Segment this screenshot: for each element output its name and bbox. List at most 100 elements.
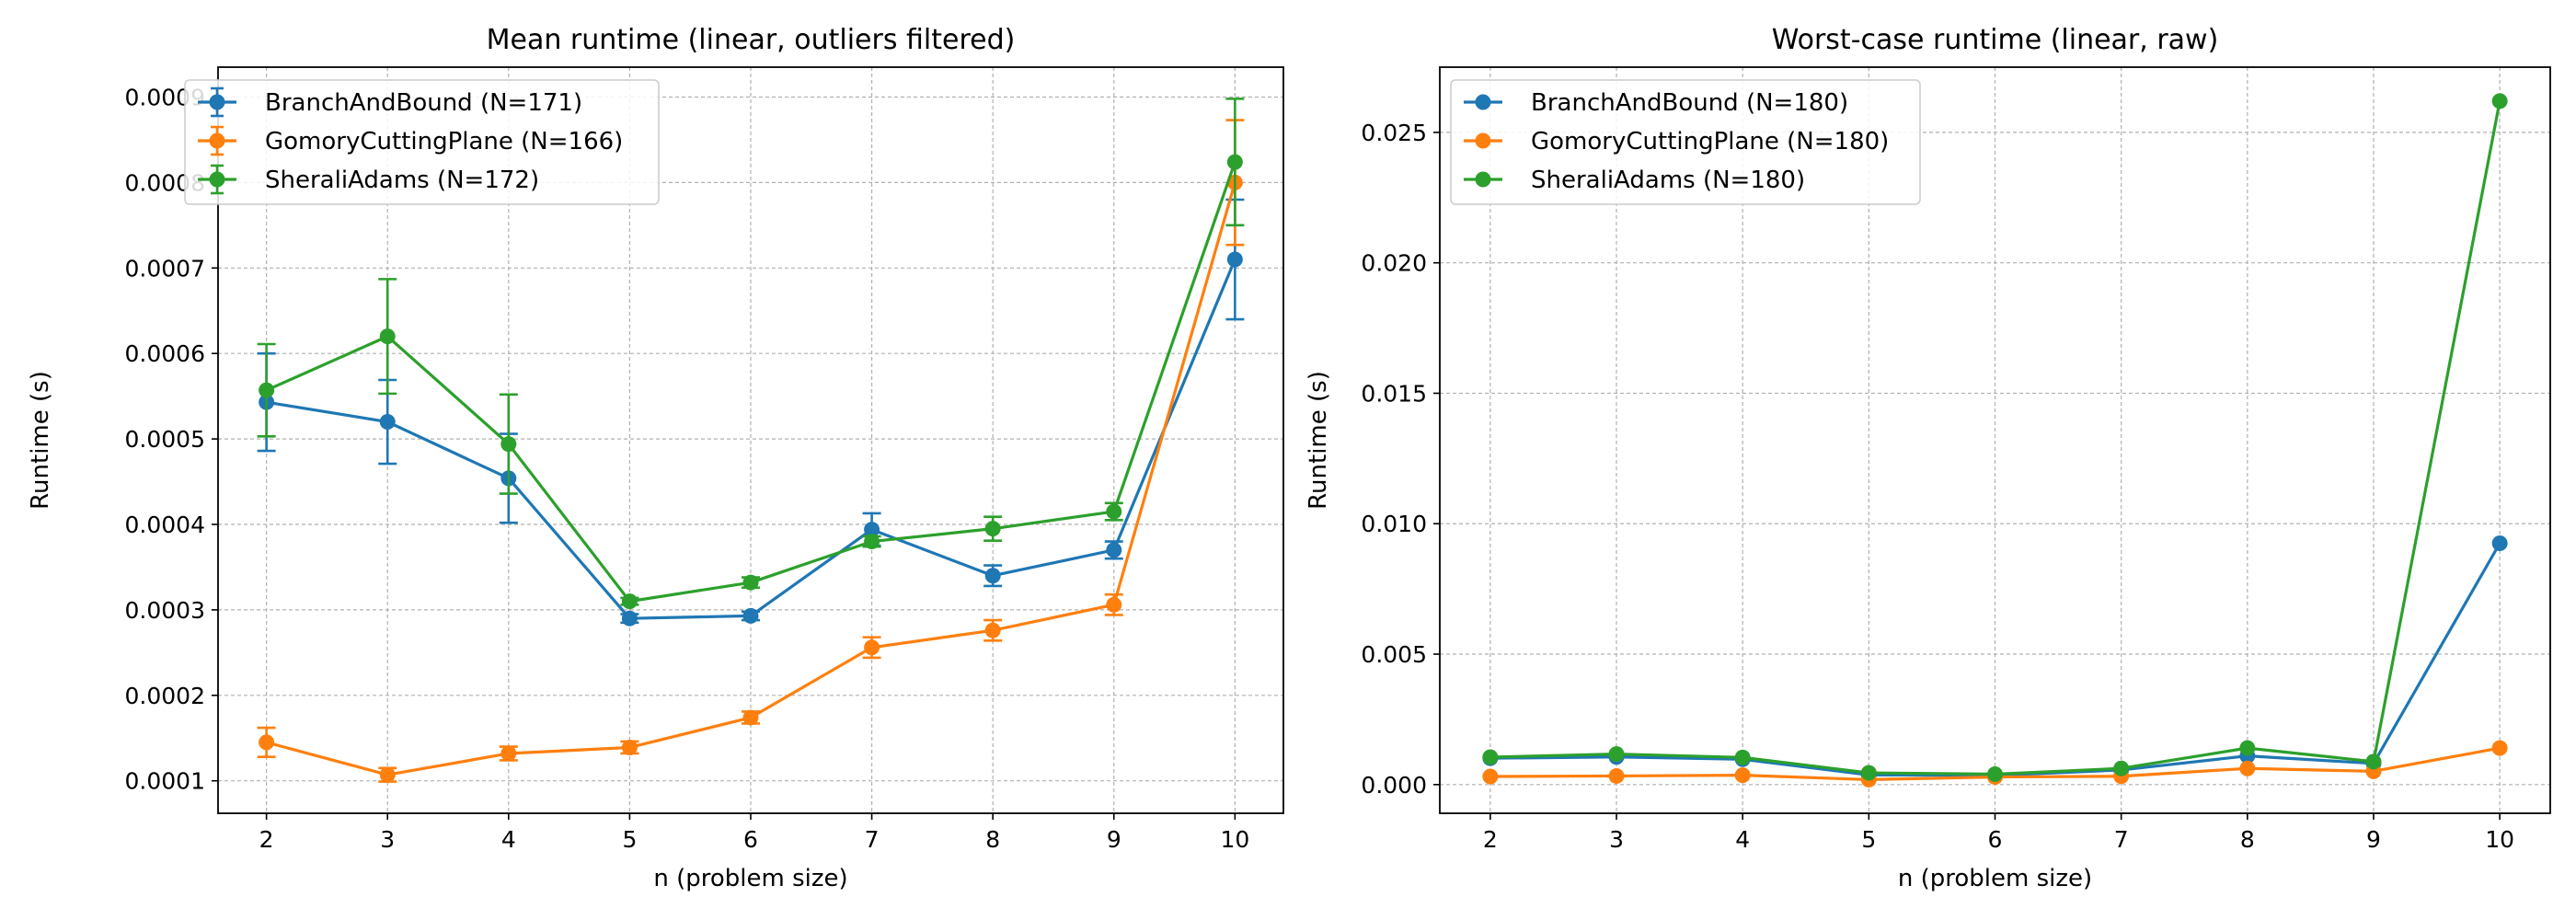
legend: BranchAndBound (N=171) GomoryCuttingPlane… bbox=[184, 79, 660, 205]
legend-item: SheraliAdams (N=180) bbox=[1464, 167, 1805, 194]
x-tick-label: 6 bbox=[1988, 826, 2003, 853]
legend-label: SheraliAdams (N=172) bbox=[265, 167, 539, 194]
x-tick-label: 8 bbox=[985, 826, 1000, 853]
data-point bbox=[621, 593, 638, 610]
y-tick-label: 0.020 bbox=[1361, 250, 1427, 277]
data-point bbox=[984, 521, 1001, 537]
y-axis-label: Runtime (s) bbox=[1305, 371, 1332, 510]
legend-label: GomoryCuttingPlane (N=166) bbox=[265, 128, 623, 155]
legend-item: BranchAndBound (N=171) bbox=[198, 86, 582, 118]
x-tick-label: 5 bbox=[622, 826, 637, 853]
data-point bbox=[742, 709, 759, 726]
x-tick-label: 3 bbox=[1609, 826, 1624, 853]
y-tick-label: 0.0007 bbox=[125, 255, 205, 282]
axes-frame bbox=[217, 66, 1284, 814]
data-point bbox=[1482, 749, 1499, 765]
y-tick-label: 0.0002 bbox=[125, 683, 205, 709]
data-point bbox=[742, 607, 759, 624]
legend: BranchAndBound (N=180) GomoryCuttingPlane… bbox=[1450, 79, 1921, 205]
legend-item: GomoryCuttingPlane (N=180) bbox=[1464, 128, 1889, 155]
x-tick-label: 7 bbox=[865, 826, 880, 853]
data-point bbox=[864, 534, 880, 550]
chart-title: Worst-case runtime (linear, raw) bbox=[1772, 24, 2219, 56]
y-tick-label: 0.0005 bbox=[125, 426, 205, 453]
data-point bbox=[1608, 767, 1625, 784]
chart-panel-1: 2 3 4 5 6 7 8 9 10 0.0001 0.0002 0.0003 0.0004 0.0005… bbox=[27, 24, 1284, 892]
data-point bbox=[984, 568, 1001, 584]
x-tick-label: 9 bbox=[1107, 826, 1121, 853]
data-point bbox=[379, 766, 396, 783]
legend-box bbox=[1450, 79, 1921, 205]
data-point bbox=[1226, 251, 1243, 268]
x-tick-label: 2 bbox=[1483, 826, 1498, 853]
data-point bbox=[621, 739, 638, 755]
x-tick-label: 9 bbox=[2366, 826, 2381, 853]
x-axis-label: n (problem size) bbox=[653, 865, 847, 892]
data-point bbox=[984, 622, 1001, 638]
data-point bbox=[259, 734, 275, 751]
legend-swatch-marker bbox=[1475, 171, 1491, 188]
x-tick-label: 8 bbox=[2240, 826, 2255, 853]
y-axis-label: Runtime (s) bbox=[27, 371, 54, 510]
x-tick-label: 4 bbox=[501, 826, 516, 853]
x-tick-label: 6 bbox=[743, 826, 758, 853]
data-point bbox=[1734, 749, 1751, 765]
data-point bbox=[1226, 154, 1243, 170]
data-point bbox=[2239, 760, 2256, 776]
legend-box bbox=[184, 79, 660, 205]
legend-item: BranchAndBound (N=180) bbox=[1464, 89, 1848, 117]
x-tick-label: 2 bbox=[259, 826, 274, 853]
data-point bbox=[1987, 765, 2003, 782]
data-point bbox=[864, 522, 880, 538]
chart-title: Mean runtime (linear, outliers filtered) bbox=[487, 24, 1016, 56]
legend-swatch-marker bbox=[1475, 94, 1491, 110]
y-tick-label: 0.0003 bbox=[125, 597, 205, 624]
x-tick-label: 3 bbox=[380, 826, 395, 853]
y-tick-label: 0.0001 bbox=[125, 768, 205, 795]
y-tick-label: 0.005 bbox=[1361, 641, 1427, 668]
y-tick-label: 0.0006 bbox=[125, 340, 205, 367]
y-tick-label: 0.025 bbox=[1361, 120, 1427, 146]
legend-item: SheraliAdams (N=172) bbox=[198, 164, 539, 195]
x-tick-label: 7 bbox=[2114, 826, 2129, 853]
data-point bbox=[259, 382, 275, 398]
x-axis-label: n (problem size) bbox=[1898, 865, 2092, 892]
y-tick-label: 0.015 bbox=[1361, 380, 1427, 407]
data-point bbox=[1106, 542, 1122, 558]
data-point bbox=[379, 328, 396, 345]
data-point bbox=[2491, 535, 2508, 552]
data-point bbox=[1860, 765, 1877, 781]
data-point bbox=[500, 436, 517, 453]
data-point bbox=[1106, 503, 1122, 520]
x-tick-label: 10 bbox=[1220, 826, 1249, 853]
y-tick-label: 0.0004 bbox=[125, 512, 205, 538]
data-point bbox=[2239, 740, 2256, 756]
data-point bbox=[621, 610, 638, 627]
x-tick-label: 5 bbox=[1861, 826, 1876, 853]
data-point bbox=[379, 414, 396, 431]
y-tick-label: 0.010 bbox=[1361, 511, 1427, 537]
x-tick-label: 4 bbox=[1735, 826, 1750, 853]
legend-label: SheraliAdams (N=180) bbox=[1531, 167, 1805, 194]
legend-item: GomoryCuttingPlane (N=166) bbox=[198, 125, 623, 156]
data-point bbox=[1734, 767, 1751, 784]
series-3 bbox=[257, 98, 1245, 610]
data-point bbox=[1608, 746, 1625, 763]
data-point bbox=[2491, 740, 2508, 756]
data-point bbox=[1482, 768, 1499, 785]
data-point bbox=[2491, 93, 2508, 109]
legend-swatch-marker bbox=[1475, 132, 1491, 149]
y-tick-label: 0.000 bbox=[1361, 772, 1427, 799]
data-point bbox=[864, 639, 880, 656]
legend-label: GomoryCuttingPlane (N=180) bbox=[1531, 128, 1889, 155]
x-tick-label: 10 bbox=[2485, 826, 2514, 853]
data-point bbox=[2365, 753, 2382, 770]
legend-label: BranchAndBound (N=180) bbox=[1531, 89, 1848, 117]
data-point bbox=[1106, 596, 1122, 613]
chart-panel-2: 2 3 4 5 6 7 8 9 10 0.000 0.005 0.010 0.015 0.020 0.025… bbox=[1305, 24, 2551, 892]
series-3 bbox=[1482, 93, 2508, 782]
axes-frame bbox=[1439, 66, 2551, 814]
legend-label: BranchAndBound (N=171) bbox=[265, 89, 582, 117]
data-point bbox=[500, 745, 517, 762]
